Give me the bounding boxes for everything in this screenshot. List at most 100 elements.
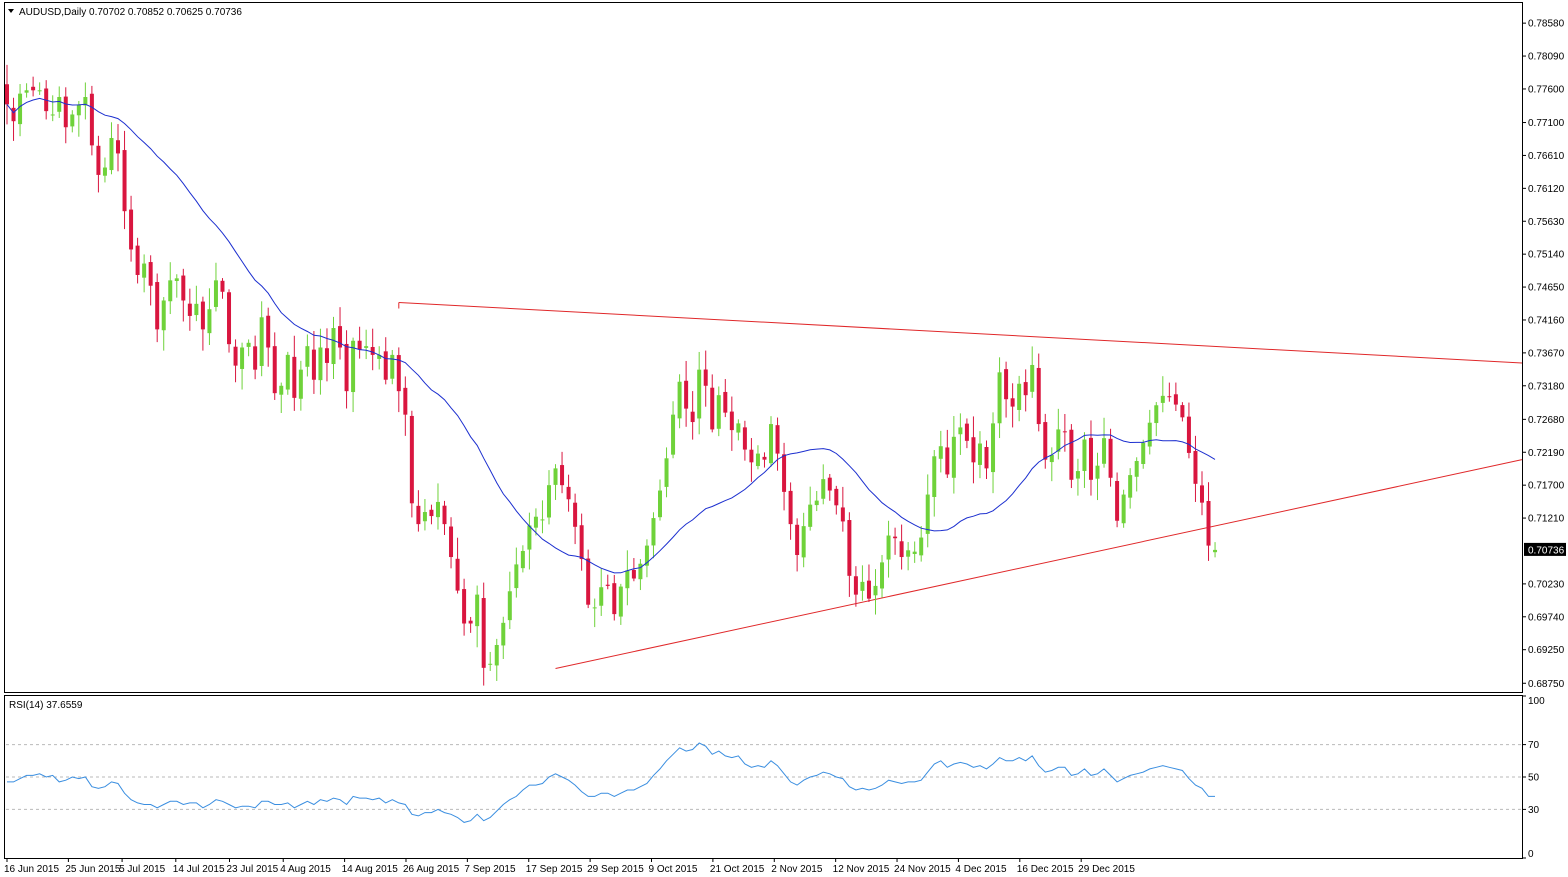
candle	[1167, 382, 1172, 402]
candle	[945, 429, 950, 478]
price-panel[interactable]	[4, 2, 1523, 693]
candle	[1023, 369, 1028, 412]
candle-body	[514, 564, 519, 589]
candle-body	[755, 453, 760, 467]
candle-body	[305, 346, 310, 367]
candle-body	[958, 427, 963, 435]
candle-body	[311, 349, 316, 380]
candle-body	[351, 340, 356, 393]
candle-body	[89, 93, 94, 146]
time-tick-label: 2 Nov 2015	[771, 864, 823, 875]
candle	[37, 82, 42, 95]
rsi-axis: 100 70 50 30 0	[1522, 695, 1545, 860]
candle	[1043, 413, 1048, 469]
trendline-resistance[interactable]	[398, 302, 1523, 364]
price-tick-label: 0.77100	[1528, 118, 1565, 129]
candle	[220, 278, 225, 299]
candle	[1186, 402, 1191, 459]
candle-body	[677, 381, 682, 419]
candle-body	[207, 309, 212, 334]
candle	[1154, 402, 1159, 437]
candle	[834, 485, 839, 515]
price-tick-label: 0.69740	[1528, 612, 1565, 623]
symbol-dropdown-icon[interactable]	[8, 9, 14, 13]
candle	[442, 500, 447, 535]
candle	[1193, 435, 1198, 502]
candle-body	[494, 644, 499, 666]
candle	[801, 512, 806, 568]
candle	[181, 268, 186, 322]
candle	[1180, 402, 1185, 422]
candle	[573, 493, 578, 545]
candle-body	[102, 167, 107, 176]
candle	[729, 396, 734, 451]
candle	[1017, 375, 1022, 422]
candle	[449, 517, 454, 569]
candle	[1036, 353, 1041, 432]
candle-body	[540, 519, 545, 521]
time-tick-label: 16 Jun 2015	[4, 864, 59, 875]
candle-body	[422, 512, 427, 522]
candle	[1030, 346, 1035, 398]
candle-body	[834, 488, 839, 506]
candle-body	[618, 586, 623, 617]
candle	[527, 512, 532, 570]
rsi-levels	[6, 744, 1521, 810]
candle-body	[599, 587, 604, 606]
candle-body	[762, 456, 767, 460]
candle-body	[1056, 429, 1061, 452]
candle-body	[1206, 500, 1211, 546]
candle-body	[997, 372, 1002, 424]
rsi-tick-label: 30	[1528, 805, 1540, 816]
current-price-label: 0.70736	[1528, 545, 1565, 556]
candle-body	[938, 446, 943, 459]
candle-body	[148, 262, 153, 286]
candle-body	[880, 562, 885, 589]
candle-body	[840, 507, 845, 522]
candle	[977, 431, 982, 479]
candle-body	[847, 520, 852, 576]
candle	[677, 374, 682, 429]
time-tick-label: 29 Dec 2015	[1078, 864, 1135, 875]
candle-body	[1173, 394, 1178, 405]
candle	[168, 262, 173, 315]
candle-body	[658, 490, 662, 518]
candle	[246, 339, 251, 357]
candle	[351, 337, 356, 413]
candle	[873, 569, 878, 615]
candle	[664, 447, 669, 498]
candle	[76, 100, 81, 137]
candle	[272, 332, 277, 400]
candle-body	[31, 86, 36, 91]
candle-body	[416, 505, 421, 525]
candle-body	[370, 347, 375, 355]
candle-body	[814, 500, 819, 506]
candle	[357, 326, 362, 359]
candle-body	[671, 414, 676, 455]
candle	[1088, 420, 1093, 496]
candle-body	[991, 423, 996, 473]
candle	[63, 87, 68, 144]
candle	[338, 307, 343, 360]
candle-body	[187, 303, 192, 316]
price-tick-label: 0.74650	[1528, 283, 1565, 294]
candle	[468, 616, 473, 633]
candle	[690, 391, 695, 440]
candle	[651, 512, 656, 559]
candle	[553, 464, 558, 500]
candle-body	[873, 585, 878, 596]
candle	[906, 542, 911, 571]
candle	[1010, 383, 1015, 428]
trendline-support[interactable]	[555, 459, 1523, 669]
candle	[364, 329, 369, 360]
candle-body	[579, 525, 584, 560]
candle	[605, 574, 610, 590]
candle-body	[566, 486, 571, 500]
price-tick-label: 0.68750	[1528, 679, 1565, 690]
candle	[305, 334, 310, 377]
candle	[723, 379, 728, 418]
candle	[932, 450, 937, 517]
candle	[1206, 482, 1211, 561]
candle-body	[1186, 416, 1191, 453]
